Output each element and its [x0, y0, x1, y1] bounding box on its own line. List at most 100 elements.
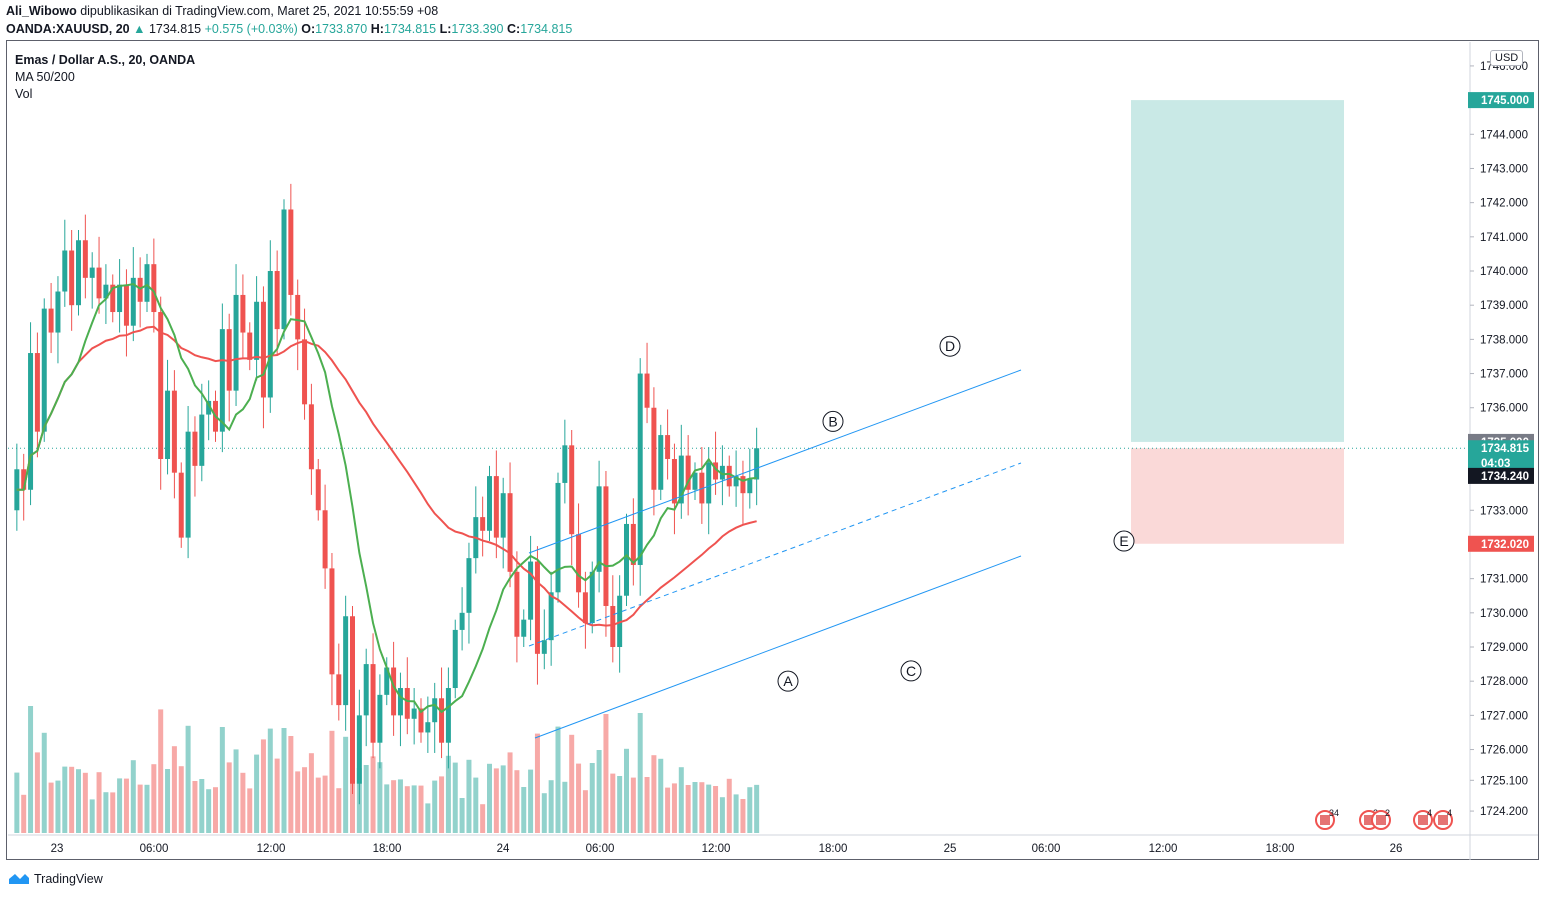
volume-bar: [726, 778, 732, 833]
price-label-stop: 1732.020: [1468, 535, 1534, 552]
candle-body: [336, 674, 342, 706]
candle-body: [117, 284, 123, 313]
price-label-box: [1468, 467, 1534, 484]
flag-icon: [1418, 815, 1428, 825]
volume-bar: [555, 726, 561, 833]
volume-bar: [473, 777, 479, 833]
wave-label-b: B: [822, 410, 844, 432]
candle-body: [418, 708, 424, 733]
candle-body: [548, 592, 554, 641]
volume-bar: [240, 772, 246, 833]
candle-body: [521, 619, 527, 637]
close-label: C:: [507, 22, 521, 36]
candle-body: [391, 667, 397, 716]
candle-body: [69, 250, 75, 306]
price-tick-label: 1738.000: [1480, 334, 1528, 346]
price-label-ref: 1734.240: [1468, 467, 1534, 484]
stop-zone: [1131, 448, 1344, 544]
volume-bar: [630, 777, 636, 833]
candle-body: [569, 445, 575, 535]
currency-button[interactable]: USD: [1490, 50, 1524, 66]
volume-bar: [747, 787, 753, 833]
candle-body: [610, 605, 616, 648]
us-flag-event-icon: 34: [1315, 808, 1339, 830]
volume-bar: [391, 780, 397, 833]
candle-body: [254, 301, 260, 360]
candle-body: [445, 688, 451, 743]
volume-bar: [199, 779, 205, 833]
wave-label-e: E: [1113, 530, 1135, 552]
candle-body: [466, 558, 472, 613]
candle-body: [630, 523, 636, 565]
open-label: O:: [301, 22, 316, 36]
volume-bar: [507, 752, 513, 833]
price-tick-label: 1729.000: [1480, 642, 1528, 654]
price-tick-label: 1742.000: [1480, 198, 1528, 210]
channel-upper-line: [528, 369, 1022, 554]
volume-bar: [226, 762, 232, 833]
time-tick-label: 25: [944, 843, 957, 855]
volume-bar: [233, 749, 239, 833]
volume-bar: [315, 777, 321, 833]
volume-bar: [213, 787, 218, 833]
candle-body: [733, 476, 739, 487]
candle-body: [665, 435, 671, 460]
volume-bar: [165, 769, 171, 833]
candle-body: [514, 571, 520, 637]
us-flag-event-icon: 4: [1413, 808, 1433, 830]
candle-body: [322, 510, 328, 569]
candle-body: [439, 698, 445, 743]
ma-legend[interactable]: MA 50/200: [15, 70, 75, 84]
time-tick-label: 12:00: [702, 843, 731, 855]
volume-bar: [624, 748, 629, 833]
volume-bar: [302, 767, 308, 833]
time-tick-label: 23: [51, 843, 64, 855]
event-count: 34: [1329, 808, 1339, 818]
volume-bar: [651, 755, 657, 833]
volume-bar: [665, 787, 671, 833]
candle-body: [719, 465, 725, 480]
candle-body: [21, 469, 27, 490]
candle-body: [432, 698, 438, 723]
flag-icon: [1376, 815, 1386, 825]
price-tick-label: 1744.000: [1480, 129, 1528, 141]
volume-bar: [110, 792, 116, 833]
volume-bar: [610, 773, 616, 833]
candles: [14, 183, 760, 805]
time-tick-label: 18:00: [1266, 843, 1295, 855]
candle-body: [343, 616, 349, 706]
event-count: 2: [1385, 808, 1390, 818]
volume-bar: [445, 755, 451, 833]
tradingview-footer[interactable]: TradingView: [8, 872, 103, 886]
volume-bar: [322, 775, 328, 833]
price-tick-label: 1726.000: [1480, 745, 1528, 757]
volume-bar: [192, 781, 198, 833]
candle-body: [411, 708, 417, 719]
candle-body: [576, 534, 582, 593]
price-tick-label: 1741.000: [1480, 232, 1528, 244]
candle-body: [151, 264, 157, 313]
flag-icon: [1320, 815, 1330, 825]
event-count: 4: [1427, 808, 1432, 818]
price-label-box: [1468, 440, 1534, 457]
price-label-target: 1745.000: [1468, 92, 1534, 109]
volume-bar: [569, 734, 575, 833]
wave-letter: E: [1119, 533, 1128, 549]
wave-circle: [822, 410, 844, 432]
price-tick-label: 1740.000: [1480, 266, 1528, 278]
price-tick-label: 1736.000: [1480, 403, 1528, 415]
candle-body: [28, 353, 34, 490]
candle-body: [541, 640, 547, 654]
candle-body: [377, 694, 383, 743]
wave-letter: B: [828, 413, 837, 429]
price-tick-label: 1724.200: [1480, 806, 1528, 818]
publish-info: dipublikasikan di TradingView.com, Maret…: [80, 4, 439, 18]
volume-bar: [596, 750, 602, 833]
volume-bar: [500, 765, 506, 833]
candle-body: [603, 486, 609, 606]
volume-bar: [411, 785, 417, 833]
volume-bar: [14, 772, 20, 833]
candle-body: [295, 294, 301, 340]
volume-legend[interactable]: Vol: [15, 87, 33, 101]
